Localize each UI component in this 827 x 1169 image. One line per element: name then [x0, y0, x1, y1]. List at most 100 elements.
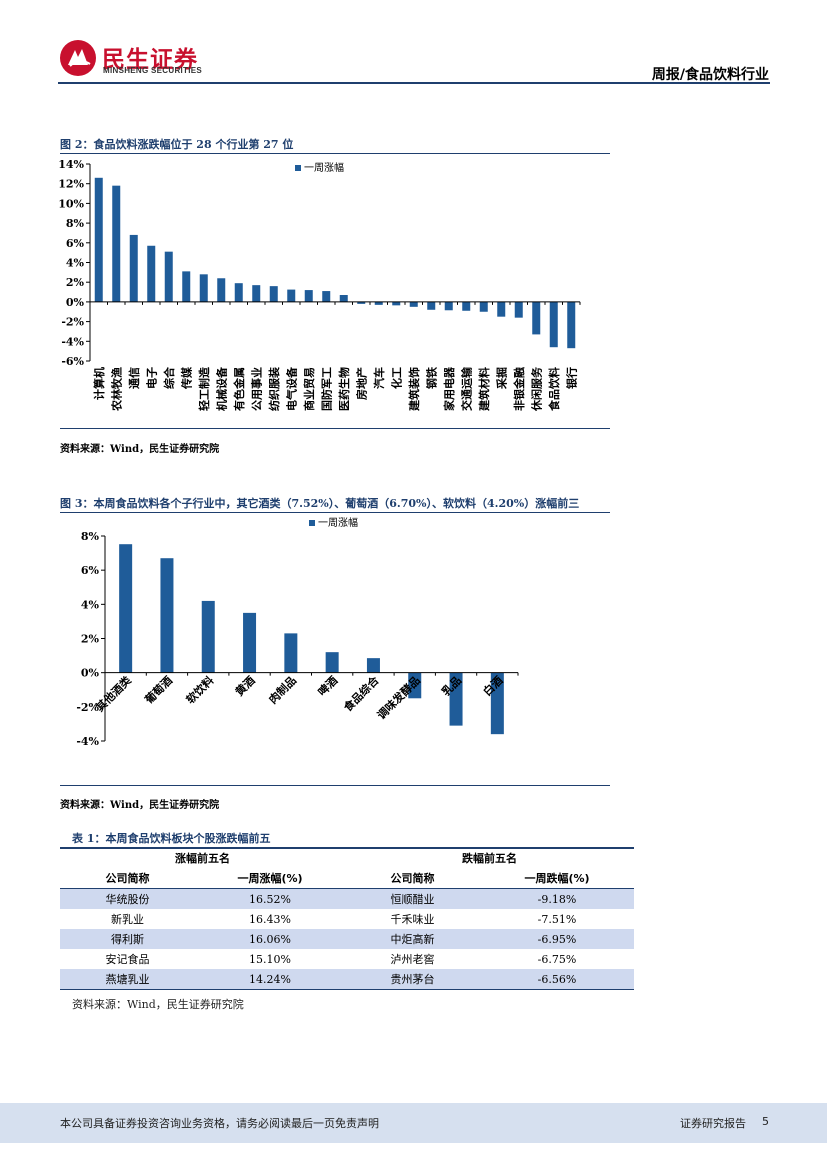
- category-label: 医药生物: [337, 367, 351, 411]
- up-value: 16.06%: [195, 929, 345, 949]
- bar: [325, 652, 339, 673]
- category-label: 食品综合: [341, 673, 383, 715]
- footer-disclaimer: 本公司具备证券投资咨询业务资格，请务必阅读最后一页免责声明: [60, 1117, 379, 1130]
- figure3-source: 资料来源：Wind，民生证券研究院: [60, 800, 220, 811]
- up-company: 得利斯: [60, 929, 195, 949]
- table1-title: 表 1：本周食品饮料板块个股涨跌幅前五: [72, 832, 271, 845]
- category-label: 通信: [127, 367, 141, 389]
- up-value: 16.52%: [195, 888, 345, 909]
- figure2-title: 图 2：食品饮料涨跌幅位于 28 个行业第 27 位: [60, 138, 294, 151]
- up-value: 15.10%: [249, 952, 291, 966]
- header-divider: [58, 82, 770, 84]
- y-tick-label: 6%: [66, 237, 85, 250]
- table-row: 燕塘乳业 14.24% 贵州茅台 -6.56%: [60, 969, 634, 990]
- bar: [532, 301, 541, 335]
- bar: [160, 558, 174, 673]
- brand-name-cn: 民生证券: [102, 47, 198, 73]
- y-tick-label: 8%: [66, 217, 85, 230]
- down-value: -6.95%: [480, 929, 634, 949]
- category-label: 银行: [564, 367, 578, 389]
- bar: [269, 286, 278, 302]
- category-label: 其他酒类: [93, 673, 135, 715]
- table-header-down: 一周跌幅(%): [480, 868, 634, 889]
- bar: [462, 301, 471, 311]
- bar: [112, 185, 121, 302]
- category-label: 商业贸易: [302, 367, 316, 411]
- bar: [199, 274, 208, 302]
- y-tick-label: 12%: [58, 178, 84, 191]
- bar: [444, 301, 453, 311]
- y-tick-label: 2%: [66, 276, 85, 289]
- up-company: 燕塘乳业: [60, 969, 195, 990]
- table-row: 得利斯 16.06% 中炬高新 -6.95%: [60, 929, 634, 949]
- bar: [357, 301, 366, 304]
- figure2-top-rule: [60, 153, 610, 154]
- category-label: 啤酒: [315, 673, 340, 698]
- category-label: 轻工制造: [197, 366, 211, 411]
- y-tick-label: 6%: [81, 564, 100, 577]
- bar: [182, 271, 191, 302]
- legend-label: 一周涨幅: [318, 516, 358, 529]
- table1-top-rule: [60, 847, 634, 849]
- up-company: 安记食品: [105, 953, 150, 966]
- category-label: 汽车: [372, 367, 386, 389]
- figure3-bottom-rule: [60, 785, 610, 786]
- bar: [94, 177, 103, 302]
- top-movers-table: 涨幅前五名 跌幅前五名 公司简称 一周涨幅(%) 公司简称 一周跌幅(%) 华统…: [60, 848, 634, 990]
- bar: [490, 672, 504, 735]
- subsector-weekly-change-chart: -4%-2%0%2%4%6%8%其他酒类 葡萄酒 软饮料 黄酒 肉制品 啤酒 食品综合调味发…: [76, 516, 519, 748]
- bar: [392, 301, 401, 306]
- category-label: 电气设备: [284, 366, 298, 411]
- category-label: 建筑材料: [477, 367, 491, 411]
- category-label: 交通运输: [459, 366, 473, 411]
- table-header-up: 一周涨幅(%): [195, 868, 345, 889]
- bar: [449, 672, 463, 726]
- figure2-bottom-rule: [60, 428, 610, 429]
- down-company: 千禾味业: [390, 913, 435, 926]
- bar: [252, 285, 261, 302]
- page-number: 5: [762, 1115, 769, 1128]
- up-value: 14.24%: [195, 969, 345, 990]
- y-tick-label: -2%: [76, 701, 99, 714]
- legend-label: 一周涨幅: [304, 161, 344, 174]
- table-header-name: 公司简称: [60, 868, 195, 889]
- table-row: 安记食品 15.10% 泸州老窖 -6.75%: [60, 949, 634, 969]
- y-tick-label: 2%: [81, 633, 100, 646]
- category-label: 休闲服务: [529, 366, 543, 412]
- bar: [234, 283, 243, 302]
- y-tick-label: 8%: [81, 530, 100, 543]
- down-value: -7.51%: [537, 912, 577, 926]
- category-label: 房地产: [354, 367, 368, 400]
- table-group-down: 跌幅前五名: [462, 852, 517, 865]
- y-tick-label: 10%: [58, 197, 84, 210]
- figure2-source: 资料来源：Wind，民生证券研究院: [60, 444, 220, 455]
- legend-swatch: [309, 520, 315, 526]
- bar: [284, 633, 298, 673]
- up-company: 华统股份: [60, 888, 195, 909]
- footer-bar: [0, 1103, 827, 1143]
- bar: [479, 301, 488, 312]
- bar: [366, 658, 380, 673]
- down-company: 恒顺醋业: [345, 888, 480, 909]
- bar: [119, 544, 133, 673]
- category-label: 电子: [144, 367, 158, 389]
- bar: [129, 234, 138, 302]
- category-label: 葡萄酒: [141, 673, 175, 707]
- bar: [322, 291, 331, 302]
- category-label: 传媒: [179, 366, 193, 390]
- table-row: 新乳业 16.43% 千禾味业 -7.51%: [60, 909, 634, 929]
- down-company: 泸州老窖: [390, 953, 435, 966]
- bar: [374, 301, 383, 305]
- category-label: 肉制品: [266, 673, 299, 706]
- table1-source: 资料来源：Wind，民生证券研究院: [72, 998, 244, 1011]
- category-label: 机械设备: [214, 366, 228, 411]
- y-tick-label: 4%: [81, 598, 100, 611]
- figure3-title: 图 3：本周食品饮料各个子行业中，其它酒类（7.52%）、葡萄酒（6.70%）、…: [60, 497, 580, 510]
- table-row: 华统股份 16.52% 恒顺醋业 -9.18%: [60, 888, 634, 909]
- bar: [287, 289, 296, 302]
- bar: [339, 295, 348, 302]
- category-label: 钢铁: [424, 367, 438, 389]
- category-label: 国防军工: [319, 367, 333, 411]
- table-header-name: 公司简称: [345, 868, 480, 889]
- down-value: -9.18%: [480, 888, 634, 909]
